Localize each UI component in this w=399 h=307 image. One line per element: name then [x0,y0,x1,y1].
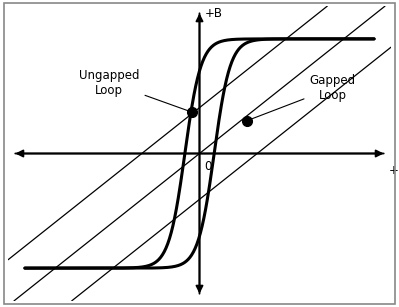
Text: +B: +B [205,7,223,20]
Text: Gapped
Loop: Gapped Loop [249,74,356,120]
Text: +H: +H [389,165,399,177]
Text: Ungapped
Loop: Ungapped Loop [79,68,189,111]
Text: 0: 0 [204,160,211,173]
